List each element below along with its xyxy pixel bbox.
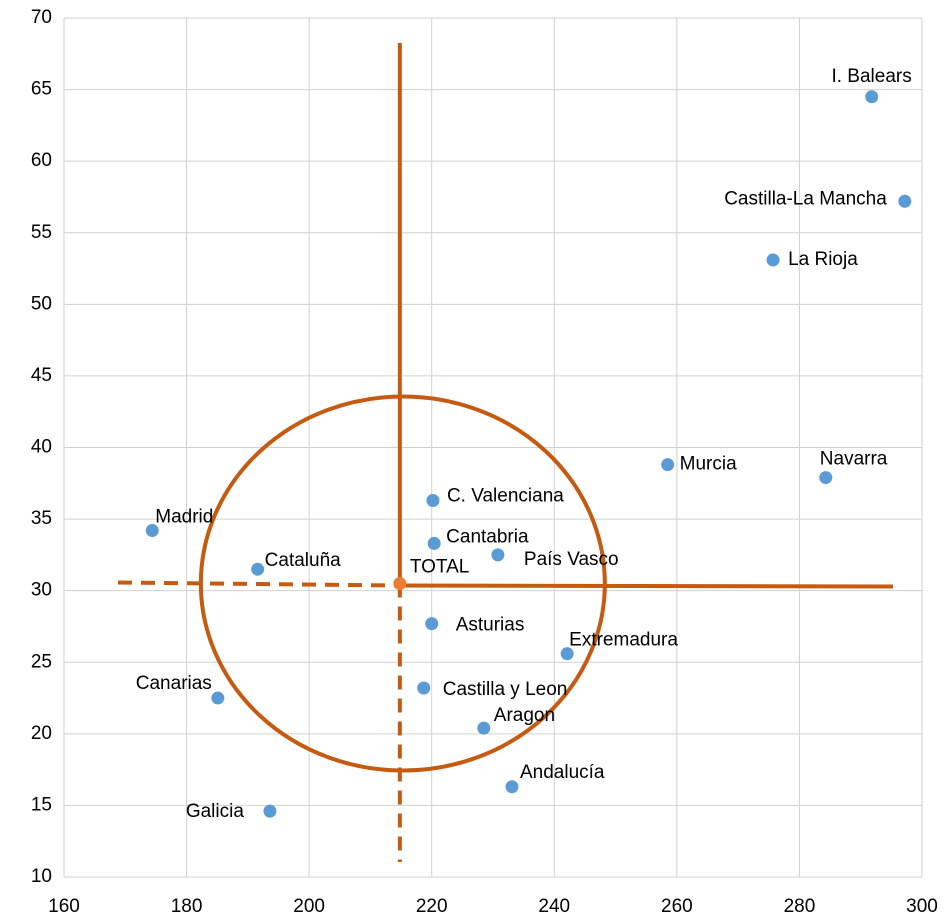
guide-circle xyxy=(198,394,607,773)
point-label: I. Balears xyxy=(831,66,911,87)
point xyxy=(865,90,879,104)
x-tick-label: 240 xyxy=(538,896,570,917)
point-label: C. Valenciana xyxy=(447,485,564,506)
point xyxy=(819,471,833,485)
guide-line xyxy=(399,583,894,589)
x-tick-label: 300 xyxy=(906,896,938,917)
y-tick-label: 10 xyxy=(31,866,52,887)
point-label: Cataluña xyxy=(265,550,341,571)
point-label: Andalucía xyxy=(520,762,605,783)
point-label: Madrid xyxy=(155,507,213,528)
x-tick-label: 260 xyxy=(661,896,693,917)
x-tick-label: 280 xyxy=(784,896,816,917)
x-tick-label: 180 xyxy=(171,896,203,917)
y-tick-label: 30 xyxy=(31,580,52,601)
y-tick-label: 70 xyxy=(31,7,52,28)
point-label: TOTAL xyxy=(410,557,469,578)
y-tick-label: 25 xyxy=(31,651,52,672)
point-label: Asturias xyxy=(456,615,525,636)
x-tick-label: 220 xyxy=(416,896,448,917)
point xyxy=(393,577,407,591)
y-tick-label: 20 xyxy=(31,723,52,744)
point xyxy=(661,458,675,472)
point-label: La Rioja xyxy=(788,249,858,270)
point-label: Extremadura xyxy=(569,630,678,651)
x-tick-label: 200 xyxy=(293,896,325,917)
point xyxy=(426,493,440,507)
point-label: Galicia xyxy=(186,801,245,822)
y-tick-label: 35 xyxy=(31,508,52,529)
y-tick-label: 50 xyxy=(31,293,52,314)
guide-line xyxy=(117,580,400,588)
point-label: Cantabria xyxy=(446,526,529,547)
point xyxy=(505,780,519,794)
point xyxy=(898,194,912,208)
point xyxy=(211,691,225,705)
point xyxy=(477,721,491,735)
point-label: Canarias xyxy=(136,673,212,694)
x-tick-label: 160 xyxy=(48,896,80,917)
point-label: Aragon xyxy=(494,705,555,726)
point-label: Castilla y Leon xyxy=(443,679,568,700)
point-label: País Vasco xyxy=(524,549,619,570)
y-tick-label: 65 xyxy=(31,79,52,100)
point xyxy=(251,562,265,576)
point-label: Castilla-La Mancha xyxy=(724,188,887,209)
y-tick-label: 45 xyxy=(31,365,52,386)
point xyxy=(491,548,505,562)
point xyxy=(145,524,159,538)
y-tick-label: 60 xyxy=(31,150,52,171)
point-label: Murcia xyxy=(680,454,737,475)
point xyxy=(427,536,441,550)
y-tick-label: 15 xyxy=(31,794,52,815)
y-tick-label: 55 xyxy=(31,222,52,243)
y-tick-label: 40 xyxy=(31,437,52,458)
point xyxy=(417,681,431,695)
point xyxy=(425,617,439,631)
point xyxy=(766,253,780,267)
point xyxy=(560,647,574,661)
point xyxy=(263,804,277,818)
point-label: Navarra xyxy=(820,449,888,470)
